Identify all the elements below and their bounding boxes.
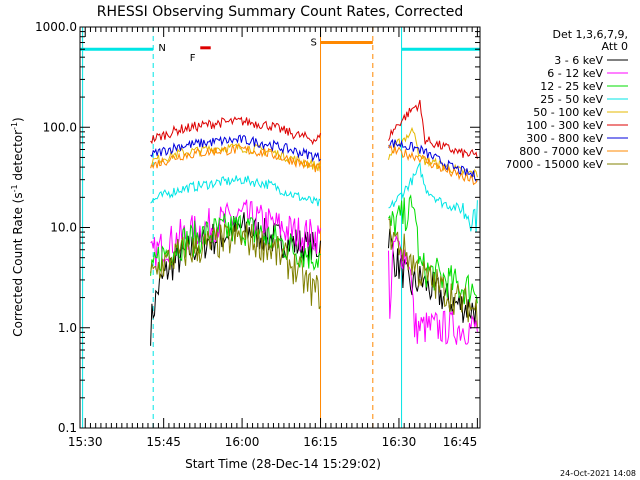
y-label-mid: detector <box>11 130 25 185</box>
x-tick-label: 16:30 <box>382 435 417 449</box>
x-tick-label: 16:15 <box>303 435 338 449</box>
series-6-orbit2 <box>388 138 478 182</box>
y-axis-label: Corrected Count Rate (s-1 detector-1) <box>10 117 25 336</box>
series-2-orbit2 <box>388 194 478 305</box>
y-tick-label: 1.0 <box>58 321 77 335</box>
legend-label: 3 - 6 keV <box>554 54 603 67</box>
y-label-sup2: -1 <box>10 122 19 130</box>
series-6-orbit1 <box>150 134 321 163</box>
legend-label: 300 - 800 keV <box>526 132 603 145</box>
legend-label: 100 - 300 keV <box>526 119 603 132</box>
legend-header-line: Att 0 <box>602 40 628 53</box>
timestamp-footer: 24-Oct-2021 14:08 <box>560 469 636 478</box>
legend-label: 7000 - 15000 keV <box>505 158 603 171</box>
y-tick-label: 1000.0 <box>35 20 77 34</box>
segment-label-1: S <box>311 38 317 49</box>
axes: 0.1 1.0 10.0 100.0 1000.0 15:30 15:45 16:00 16:1… <box>35 20 481 449</box>
y-label-main: Corrected Count Rate (s <box>11 192 25 336</box>
series-3-orbit2 <box>388 161 478 233</box>
legend-label: 50 - 100 keV <box>533 106 603 119</box>
x-tick-label: 15:45 <box>146 435 181 449</box>
legend-label: 800 - 7000 keV <box>519 145 603 158</box>
series-7-orbit2 <box>388 144 478 186</box>
series-5-orbit2 <box>388 99 478 159</box>
y-tick-label: 100.0 <box>43 120 77 134</box>
chart-title: RHESSI Observing Summary Count Rates, Co… <box>97 4 463 20</box>
legend-label: 25 - 50 keV <box>540 93 603 106</box>
plot-area: S N F <box>80 27 480 428</box>
legend-label: 6 - 12 keV <box>547 67 603 80</box>
series-3-orbit1 <box>150 175 321 207</box>
series-4-orbit1 <box>150 143 321 172</box>
y-tick-label: 10.0 <box>50 221 77 235</box>
y-label-end: ) <box>11 117 25 122</box>
series-5-orbit1 <box>150 116 321 146</box>
series-8-orbit1 <box>150 222 321 310</box>
x-axis-label: Start Time (28-Dec-14 15:29:02) <box>185 457 381 471</box>
legend-header-line: Det 1,3,6,7,9, <box>552 28 628 41</box>
marker-F: F <box>190 53 196 64</box>
series-4-orbit2 <box>388 126 478 178</box>
x-tick-label: 16:45 <box>443 435 478 449</box>
series-8-orbit2 <box>388 218 478 328</box>
marker-N: N <box>158 43 165 54</box>
y-label-sup1: -1 <box>10 184 19 192</box>
legend-label: 12 - 25 keV <box>540 80 603 93</box>
series-7-orbit1 <box>150 144 321 173</box>
x-tick-label: 15:30 <box>68 435 103 449</box>
plot-inner <box>80 27 480 428</box>
y-tick-label: 0.1 <box>58 421 77 435</box>
x-tick-label: 16:00 <box>225 435 260 449</box>
series-1-orbit2 <box>388 234 478 345</box>
